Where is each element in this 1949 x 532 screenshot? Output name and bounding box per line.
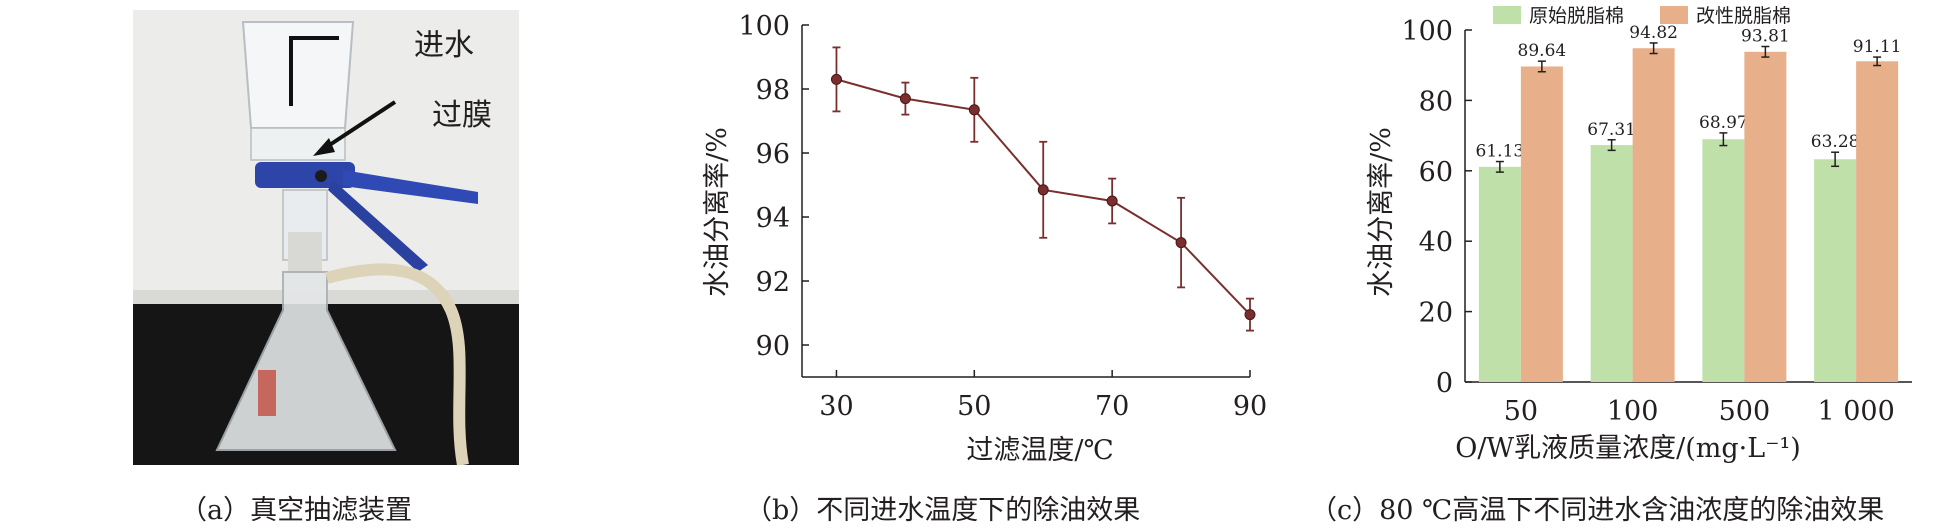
chart-b-xtick-label: 90 <box>1233 391 1267 422</box>
bar <box>1744 51 1787 383</box>
bar <box>1478 166 1521 382</box>
caption-b: （b）不同进水温度下的除油效果 <box>745 495 1141 526</box>
bar-value-label: 67.31 <box>1587 120 1636 140</box>
label-membrane: 过膜 <box>432 98 492 133</box>
chart-c-xlabel: O/W乳液质量浓度/(mg·L⁻¹) <box>1455 433 1801 464</box>
bar-value-label: 89.64 <box>1518 41 1567 61</box>
chart-b-ytick-label: 92 <box>756 267 790 298</box>
chart-c-ytick-label: 100 <box>1401 16 1453 47</box>
chart-b-ytick-label: 100 <box>738 11 790 42</box>
chart-c-ytick-label: 80 <box>1419 86 1453 117</box>
chart-b-ytick-label: 94 <box>756 203 790 234</box>
chart-b-ytick-label: 98 <box>756 75 790 106</box>
legend-label: 原始脱脂棉 <box>1529 5 1624 27</box>
chart-c-ytick-label: 0 <box>1436 368 1453 399</box>
legend-swatch <box>1660 6 1688 24</box>
chart-c-xtick-label: 500 <box>1719 396 1771 427</box>
chart-b-point <box>899 93 911 105</box>
vacuum-filtration-photo <box>133 10 519 465</box>
concentration-bar-chart: 原始脱脂棉 改性脱脂棉 0 20 40 60 80 100 50 100 500 1 000 61.… <box>1366 5 1912 464</box>
bar <box>1702 139 1745 382</box>
bar <box>1814 159 1857 382</box>
chart-b-ylabel: 水油分离率/% <box>702 127 733 297</box>
chart-c-ytick-label: 20 <box>1419 298 1453 329</box>
bar-value-label: 68.97 <box>1699 113 1748 133</box>
chart-b-ytick-label: 96 <box>756 139 790 170</box>
bar-value-label: 63.28 <box>1811 132 1860 152</box>
chart-b-xtick-label: 30 <box>819 391 853 422</box>
chart-c-ytick-label: 60 <box>1419 157 1453 188</box>
caption-c: （c）80 ℃高温下不同进水含油浓度的除油效果 <box>1310 495 1885 526</box>
chart-b-point <box>830 73 842 85</box>
temperature-line-chart: 90 92 94 96 98 100 30 50 70 90 过滤温度/℃ 水油分离率/% <box>702 11 1267 466</box>
chart-b-point <box>1037 184 1049 196</box>
bar-value-label: 91.11 <box>1853 37 1902 57</box>
chart-c-xtick-label: 50 <box>1504 396 1538 427</box>
label-water-in: 进水 <box>414 28 474 63</box>
bar-value-label: 94.82 <box>1629 23 1678 43</box>
bar <box>1632 48 1675 382</box>
chart-b-xtick-label: 70 <box>1095 391 1129 422</box>
chart-b-point <box>1175 237 1187 249</box>
bar-value-label: 93.81 <box>1741 27 1790 47</box>
chart-b-ytick-label: 90 <box>756 331 790 362</box>
chart-b-xlabel: 过滤温度/℃ <box>966 435 1113 466</box>
chart-c-ylabel: 水油分离率/% <box>1366 127 1397 297</box>
chart-c-ytick-label: 40 <box>1419 227 1453 258</box>
chart-c-xtick-label: 1 000 <box>1817 396 1894 427</box>
bar <box>1856 61 1899 383</box>
bar-value-label: 61.13 <box>1476 142 1525 162</box>
chart-b-point <box>968 104 980 116</box>
bar <box>1590 145 1633 382</box>
bar <box>1520 66 1563 383</box>
legend-label: 改性脱脂棉 <box>1696 5 1791 27</box>
chart-c-xtick-label: 100 <box>1607 396 1659 427</box>
chart-b-point <box>1244 309 1256 321</box>
chart-b-point <box>1106 195 1118 207</box>
chart-b-xtick-label: 50 <box>957 391 991 422</box>
legend-swatch <box>1493 6 1521 24</box>
caption-a: （a）真空抽滤装置 <box>180 495 413 526</box>
